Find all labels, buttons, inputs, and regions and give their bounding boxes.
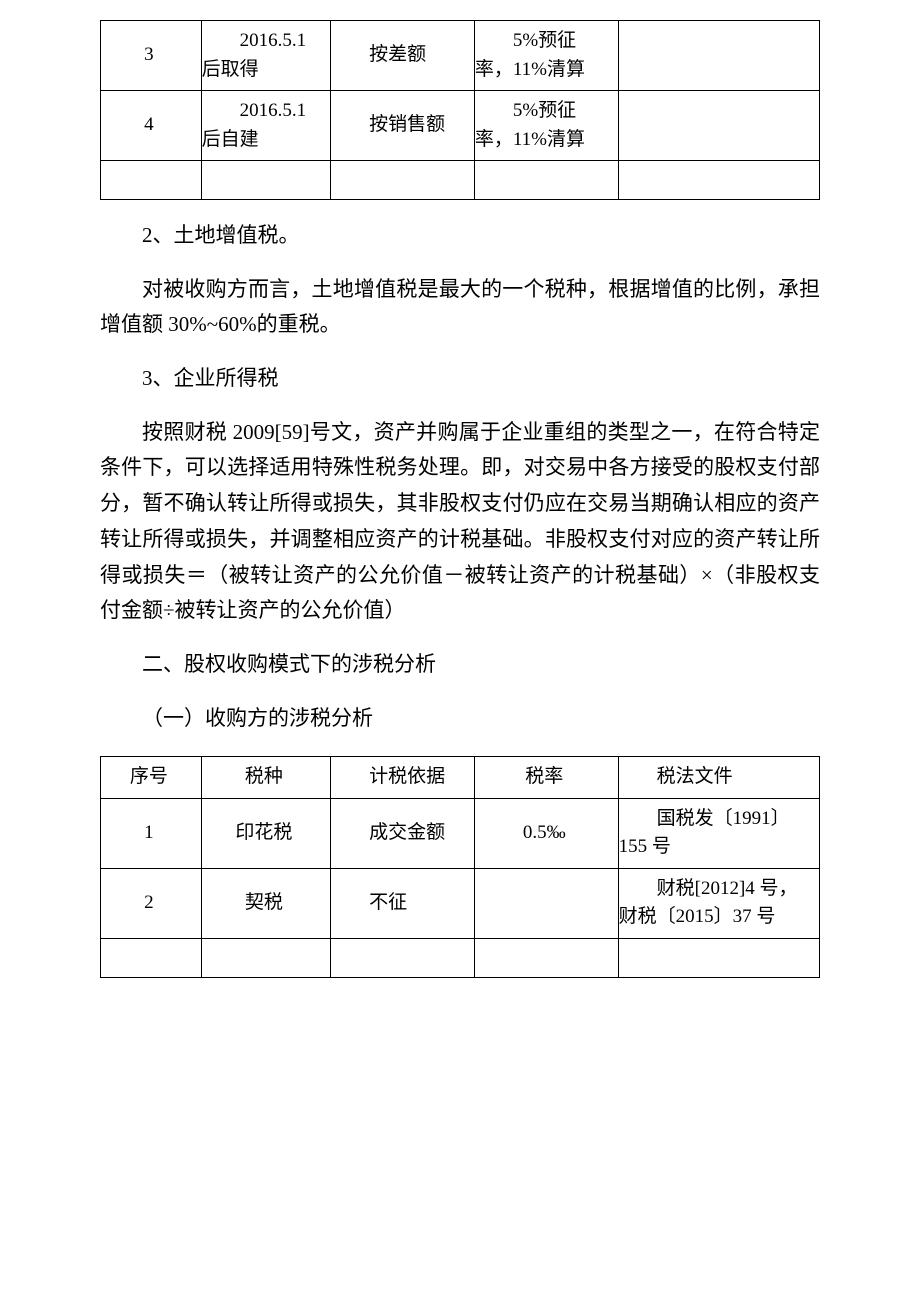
col-header-rate: 税率 (474, 757, 618, 799)
cell-period: 2016.5.1 后自建 (201, 91, 330, 161)
col-header-doc: 税法文件 (618, 757, 819, 799)
cell-rate: 5%预征率，11%清算 (474, 21, 618, 91)
cell-basis: 按差额 (331, 21, 475, 91)
cell-tax: 契税 (201, 868, 330, 938)
cell-rate (474, 868, 618, 938)
col-header-seq: 序号 (101, 757, 202, 799)
table-row: 4 2016.5.1 后自建 按销售额 5%预征率，11%清算 (101, 91, 820, 161)
cell-basis: 按销售额 (331, 91, 475, 161)
cell-tax: 印花税 (201, 798, 330, 868)
cell-seq: 4 (101, 91, 202, 161)
paragraph: 按照财税 2009[59]号文，资产并购属于企业重组的类型之一，在符合特定条件下… (100, 415, 820, 629)
section-heading: 二、股权收购模式下的涉税分析 (100, 647, 820, 683)
cell-rate: 5%预征率，11%清算 (474, 91, 618, 161)
col-header-basis: 计税依据 (331, 757, 475, 799)
cell-period: 2016.5.1 后取得 (201, 21, 330, 91)
cell-seq: 3 (101, 21, 202, 91)
tax-table-continued: 3 2016.5.1 后取得 按差额 5%预征率，11%清算 4 2016.5.… (100, 20, 820, 200)
section-heading: 3、企业所得税 (100, 361, 820, 397)
table-row-empty (101, 161, 820, 200)
table-row-empty (101, 938, 820, 977)
table-row: 3 2016.5.1 后取得 按差额 5%预征率，11%清算 (101, 21, 820, 91)
paragraph: 对被收购方而言，土地增值税是最大的一个税种，根据增值的比例，承担增值额 30%~… (100, 272, 820, 343)
table-row: 2 契税 不征 财税[2012]4 号，财税〔2015〕37 号 (101, 868, 820, 938)
equity-tax-table: 序号 税种 计税依据 税率 税法文件 1 印花税 成交金额 0.5‰ 国税发〔1… (100, 756, 820, 978)
cell-seq: 1 (101, 798, 202, 868)
cell-doc (618, 21, 819, 91)
cell-basis: 成交金额 (331, 798, 475, 868)
cell-seq: 2 (101, 868, 202, 938)
table-row: 1 印花税 成交金额 0.5‰ 国税发〔1991〕155 号 (101, 798, 820, 868)
table-header-row: 序号 税种 计税依据 税率 税法文件 (101, 757, 820, 799)
cell-doc: 财税[2012]4 号，财税〔2015〕37 号 (618, 868, 819, 938)
cell-rate: 0.5‰ (474, 798, 618, 868)
col-header-tax: 税种 (201, 757, 330, 799)
cell-basis: 不征 (331, 868, 475, 938)
section-heading: 2、土地增值税。 (100, 218, 820, 254)
cell-doc (618, 91, 819, 161)
section-subheading: （一）收购方的涉税分析 (100, 701, 820, 737)
cell-doc: 国税发〔1991〕155 号 (618, 798, 819, 868)
